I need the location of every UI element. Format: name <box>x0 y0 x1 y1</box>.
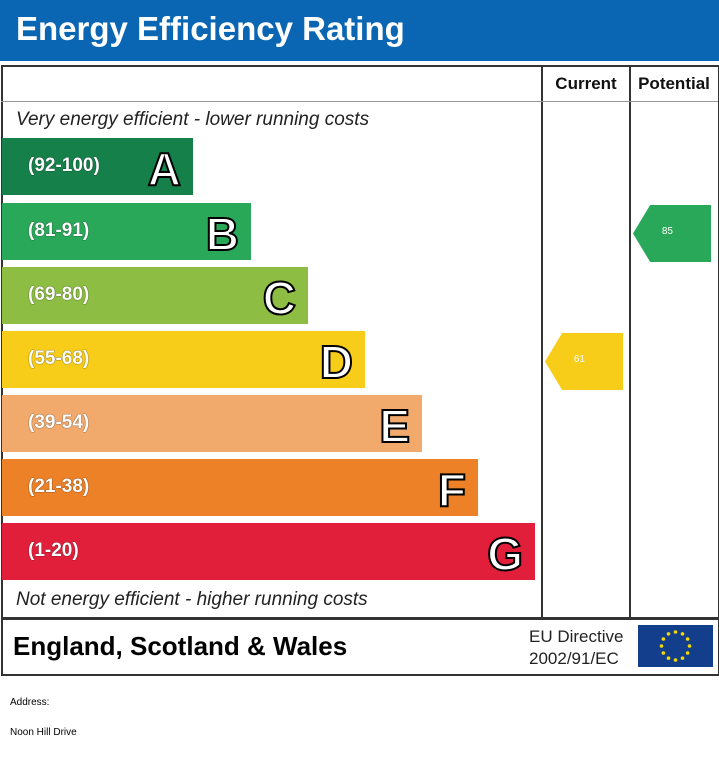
column-header-current: Current <box>555 74 617 93</box>
star-icon <box>685 651 690 655</box>
band-range: (55-68) <box>28 348 90 369</box>
band-range: (69-80) <box>28 284 90 305</box>
band-letter: G <box>486 527 524 581</box>
star-icon <box>659 644 664 648</box>
band-letter: C <box>262 271 297 325</box>
star-icon <box>661 637 666 641</box>
band-f: (21-38) F <box>2 459 478 517</box>
star-icon <box>666 656 671 660</box>
eu-flag-icon <box>638 625 713 667</box>
band-e: (39-54) E <box>2 395 422 453</box>
column-divider <box>629 65 631 618</box>
region-label: England, Scotland & Wales <box>13 631 348 661</box>
star-icon <box>666 632 671 636</box>
band-c: (69-80) C <box>2 267 308 325</box>
band-b: (81-91) B <box>2 203 251 261</box>
star-icon <box>680 656 685 660</box>
rating-value: 85 <box>661 226 673 237</box>
band-letter: B <box>205 207 240 261</box>
address-value: Noon Hill Drive <box>10 727 77 738</box>
top-note: Very energy efficient - lower running co… <box>16 109 370 130</box>
bottom-note: Not energy efficient - higher running co… <box>16 589 368 610</box>
footer: England, Scotland & Wales EU Directive 2… <box>1 617 719 676</box>
directive-line2: 2002/91/EC <box>529 649 619 668</box>
star-icon <box>680 632 685 636</box>
star-icon <box>687 644 692 648</box>
column-header-potential: Potential <box>638 74 710 93</box>
column-divider <box>541 65 543 618</box>
star-icon <box>673 658 678 662</box>
address-label: Address: <box>10 697 50 708</box>
band-range: (92-100) <box>28 155 100 176</box>
band-range: (39-54) <box>28 412 90 433</box>
band-d: (55-68) D <box>2 331 365 389</box>
band-range: (81-91) <box>28 220 90 241</box>
band-a: (92-100) A <box>2 138 193 196</box>
title-bar: Energy Efficiency Rating <box>0 0 719 61</box>
current-rating-arrow: 61 <box>545 333 623 390</box>
potential-rating-arrow: 85 <box>633 205 711 262</box>
band-letter: F <box>437 463 467 517</box>
band-letter: D <box>319 335 354 389</box>
band-range: (1-20) <box>28 540 79 561</box>
star-icon <box>673 630 678 634</box>
star-icon <box>661 651 666 655</box>
band-g: (1-20) G <box>2 523 535 581</box>
directive-line1: EU Directive <box>529 627 624 646</box>
band-letter: A <box>147 142 182 196</box>
rating-value: 61 <box>573 354 585 365</box>
band-letter: E <box>378 399 411 453</box>
header-divider <box>1 101 718 102</box>
star-icon <box>685 637 690 641</box>
band-range: (21-38) <box>28 476 90 497</box>
chart-title: Energy Efficiency Rating <box>16 10 405 47</box>
